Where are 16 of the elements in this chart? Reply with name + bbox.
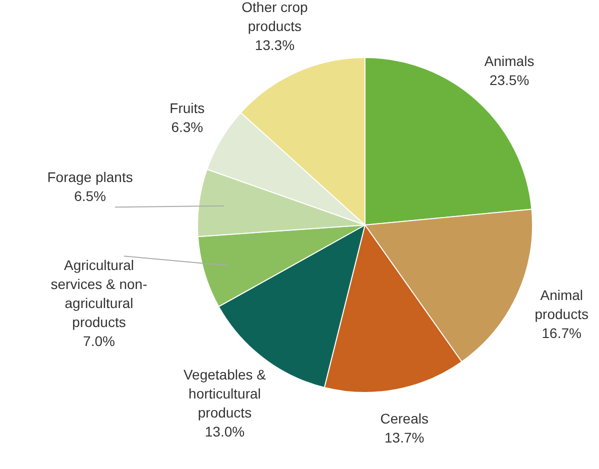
data-label: 7.0% xyxy=(83,332,115,349)
slice-label: Cereals xyxy=(380,410,428,426)
data-label: 23.5% xyxy=(489,72,530,88)
data-label: 13.0% xyxy=(204,423,245,440)
slice-label: Forage plants xyxy=(47,168,133,185)
data-label: 6.5% xyxy=(74,188,106,204)
slice-label: Other crop products xyxy=(242,0,308,34)
slice-label: Vegetables & horticultural products xyxy=(183,366,267,420)
data-label: 13.7% xyxy=(384,429,424,446)
data-label: 16.7% xyxy=(542,325,582,342)
slice-label: Animal products xyxy=(534,287,588,322)
data-label: 6.3% xyxy=(171,119,204,136)
slice-label: Fruits xyxy=(170,100,205,116)
data-label: 13.3% xyxy=(254,36,295,53)
slice-label: Animals xyxy=(484,52,534,69)
slice-label: Agricultural services & non-agricultural products xyxy=(50,256,148,330)
